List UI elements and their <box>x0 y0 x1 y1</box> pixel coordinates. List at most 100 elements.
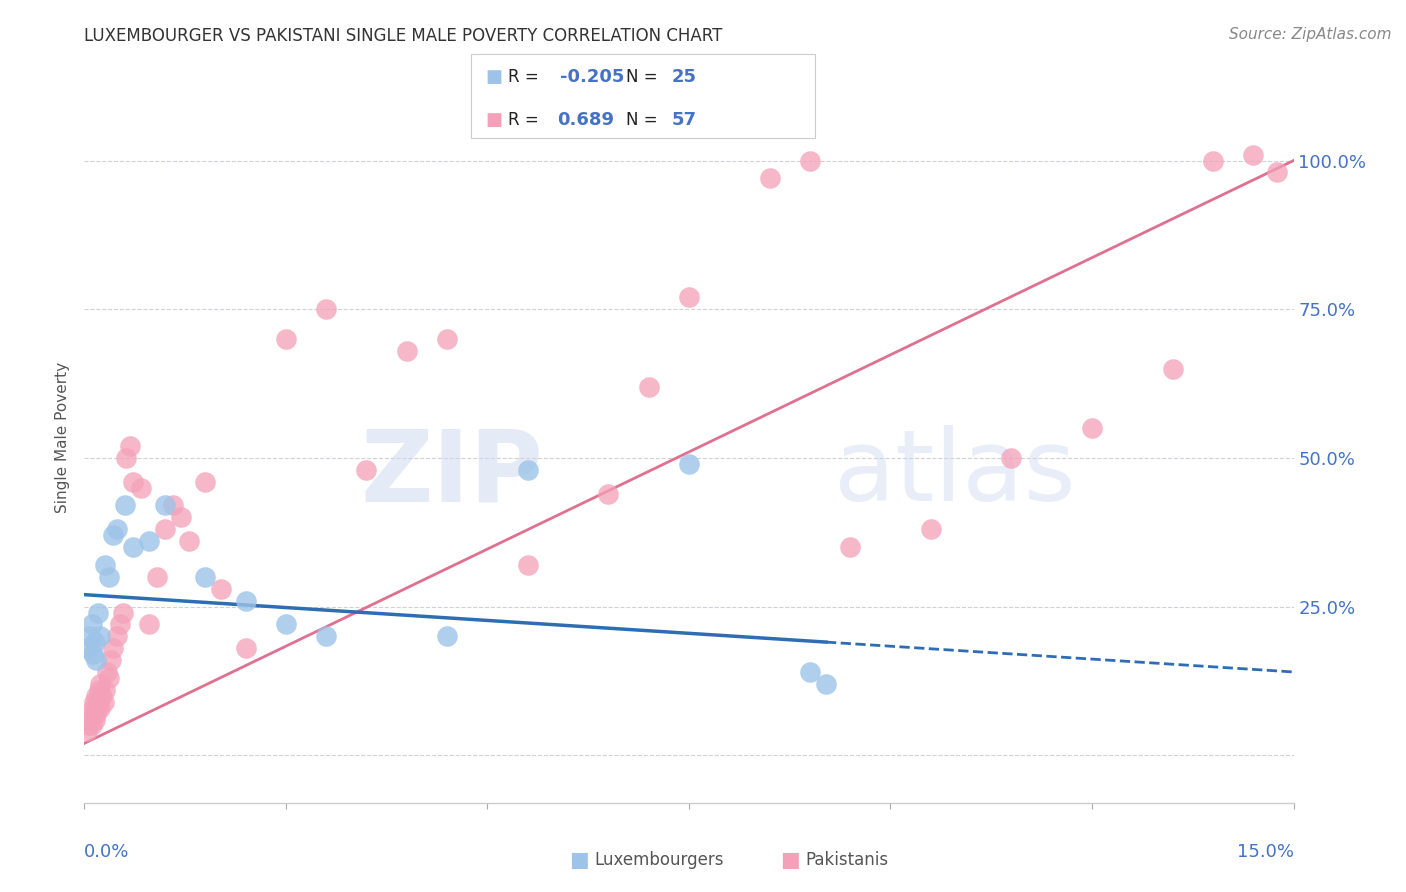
Point <box>1202 153 1225 168</box>
Point <box>153 499 176 513</box>
Text: atlas: atlas <box>834 425 1076 522</box>
Point <box>436 332 458 346</box>
Point <box>83 635 105 649</box>
Point <box>436 629 458 643</box>
Point <box>80 706 103 721</box>
Text: N =: N = <box>626 69 662 87</box>
Point <box>138 617 160 632</box>
Text: 0.0%: 0.0% <box>84 843 129 861</box>
Point <box>121 540 143 554</box>
Point <box>516 463 538 477</box>
Point <box>153 522 176 536</box>
Text: N =: N = <box>626 111 662 128</box>
Text: 15.0%: 15.0% <box>1236 843 1294 861</box>
Point <box>86 700 108 714</box>
Text: Pakistanis: Pakistanis <box>806 851 889 869</box>
Point <box>83 695 105 709</box>
Point <box>121 475 143 489</box>
Point <box>105 629 128 643</box>
Point <box>920 522 942 536</box>
Text: -0.205: -0.205 <box>560 69 624 87</box>
Point <box>274 332 297 346</box>
Text: ■: ■ <box>485 69 502 87</box>
Point <box>96 665 118 679</box>
Text: 25: 25 <box>672 69 697 87</box>
Point <box>170 510 193 524</box>
Point <box>86 653 108 667</box>
Point <box>82 718 104 732</box>
Point <box>101 528 124 542</box>
Point <box>356 463 378 477</box>
Point <box>758 171 780 186</box>
Point <box>209 582 232 596</box>
Point <box>162 499 184 513</box>
Point <box>129 481 152 495</box>
Point <box>1081 421 1104 435</box>
Point <box>839 540 862 554</box>
Point <box>103 641 125 656</box>
Point <box>1267 165 1289 179</box>
Point <box>86 689 108 703</box>
Point <box>77 641 100 656</box>
Text: 57: 57 <box>672 111 697 128</box>
Point <box>97 570 120 584</box>
Text: Source: ZipAtlas.com: Source: ZipAtlas.com <box>1229 27 1392 42</box>
Point <box>79 713 101 727</box>
Point <box>97 671 120 685</box>
Point <box>108 617 131 632</box>
Point <box>87 695 110 709</box>
Point <box>1241 147 1264 161</box>
Point <box>80 617 103 632</box>
Point <box>76 724 98 739</box>
Point <box>395 343 418 358</box>
Point <box>93 695 115 709</box>
Point <box>799 153 821 168</box>
Point <box>315 629 337 643</box>
Text: LUXEMBOURGER VS PAKISTANI SINGLE MALE POVERTY CORRELATION CHART: LUXEMBOURGER VS PAKISTANI SINGLE MALE PO… <box>84 27 723 45</box>
Point <box>1161 361 1184 376</box>
Point <box>112 606 135 620</box>
Point <box>235 593 257 607</box>
Point <box>146 570 169 584</box>
Point <box>82 647 104 661</box>
Point <box>516 558 538 572</box>
Text: Luxembourgers: Luxembourgers <box>595 851 724 869</box>
Text: ■: ■ <box>569 850 589 870</box>
Point <box>84 706 107 721</box>
Point <box>315 302 337 317</box>
Point <box>114 499 136 513</box>
Point <box>1000 450 1022 465</box>
Point <box>93 558 115 572</box>
Point <box>115 450 138 465</box>
Point <box>94 682 117 697</box>
Point <box>138 534 160 549</box>
Point <box>100 653 122 667</box>
Point <box>87 682 110 697</box>
Point <box>77 718 100 732</box>
Point <box>89 700 111 714</box>
Point <box>235 641 257 656</box>
Point <box>799 665 821 679</box>
Point <box>637 379 659 393</box>
Point <box>79 629 101 643</box>
Point <box>83 713 105 727</box>
Text: ■: ■ <box>780 850 800 870</box>
Point <box>89 677 111 691</box>
Point <box>179 534 201 549</box>
Point <box>194 475 217 489</box>
Point <box>87 606 110 620</box>
Point <box>814 677 837 691</box>
Point <box>678 290 700 304</box>
Point <box>82 700 104 714</box>
Text: R =: R = <box>508 111 544 128</box>
Point <box>105 522 128 536</box>
Text: ■: ■ <box>485 111 502 128</box>
Y-axis label: Single Male Poverty: Single Male Poverty <box>55 361 70 513</box>
Text: R =: R = <box>508 69 544 87</box>
Point <box>194 570 217 584</box>
Text: 0.689: 0.689 <box>557 111 614 128</box>
Text: ZIP: ZIP <box>361 425 544 522</box>
Point <box>598 486 620 500</box>
Point <box>678 457 700 471</box>
Point <box>91 689 114 703</box>
